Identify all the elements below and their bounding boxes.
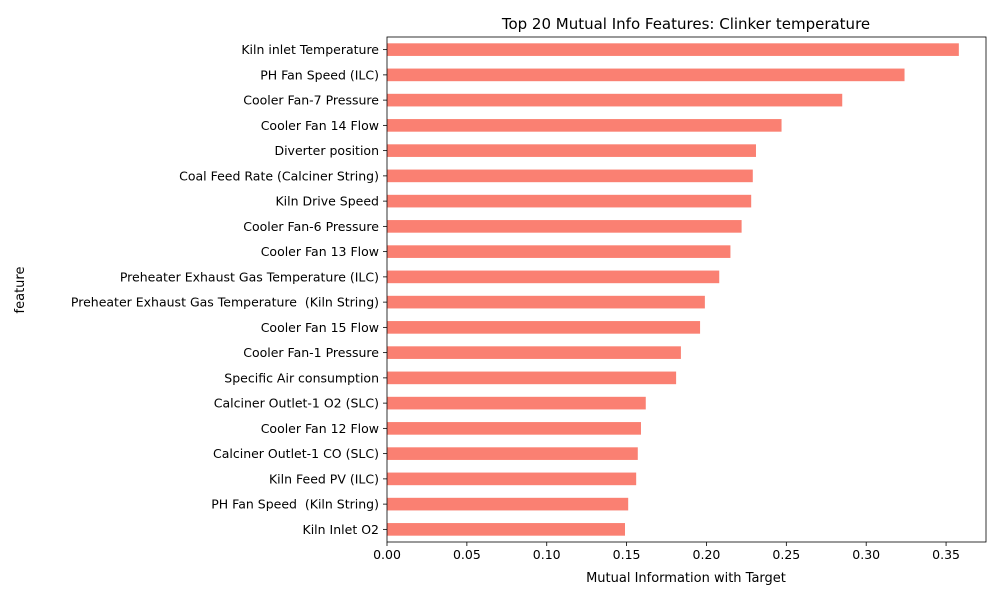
bar [387,497,629,511]
chart-title: Top 20 Mutual Info Features: Clinker tem… [501,15,870,33]
bar [387,371,677,385]
bar [387,93,843,107]
bar [387,119,782,132]
y-tick-label: Cooler Fan 15 Flow [261,320,379,335]
x-tick-label: 0.05 [453,547,481,562]
y-tick-label: Cooler Fan-7 Pressure [243,93,379,108]
bar [387,447,638,460]
x-tick-label: 0.25 [772,547,800,562]
x-tick-labels: 0.00 0.05 0.10 0.15 0.20 0.25 0.30 0.35 [373,542,960,562]
x-tick-label: 0.35 [932,547,960,562]
y-tick-label: Cooler Fan 12 Flow [261,421,379,436]
y-tick-label: Kiln Drive Speed [275,194,379,209]
bar [387,220,742,233]
y-tick-label: Cooler Fan 13 Flow [261,244,379,259]
y-tick-label: Calciner Outlet-1 CO (SLC) [213,446,379,461]
y-tick-label: Calciner Outlet-1 O2 (SLC) [214,396,379,411]
bar [387,396,646,410]
y-tick-label: Cooler Fan 14 Flow [261,118,379,133]
y-tick-label: Preheater Exhaust Gas Temperature (ILC) [120,269,379,284]
y-tick-label: Coal Feed Rate (Calciner String) [179,168,379,183]
bar [387,194,752,208]
y-tick-labels: Kiln inlet Temperature PH Fan Speed (ILC)… [71,42,387,537]
x-tick-label: 0.15 [613,547,641,562]
bar [387,43,959,56]
bar [387,295,705,309]
x-axis-label: Mutual Information with Target [586,571,786,586]
y-tick-label: Kiln inlet Temperature [241,42,379,57]
bar [387,68,905,82]
bar [387,523,626,536]
bar [387,321,701,334]
y-tick-label: Preheater Exhaust Gas Temperature (Kiln … [71,295,379,310]
bar [387,144,756,157]
x-tick-label: 0.30 [852,547,880,562]
x-tick-label: 0.10 [533,547,561,562]
y-tick-label: Diverter position [274,143,379,158]
bar [387,346,681,359]
x-tick-label: 0.00 [373,547,401,562]
bar [387,270,720,284]
plot-frame [386,36,987,543]
x-tick-label: 0.20 [693,547,721,562]
bar [387,472,637,486]
y-tick-label: Kiln Feed PV (ILC) [269,471,379,486]
bar [387,422,641,435]
y-tick-label: Cooler Fan-1 Pressure [243,345,379,360]
y-tick-label: Specific Air consumption [224,370,379,385]
bar [387,245,731,258]
y-tick-label: Cooler Fan-6 Pressure [243,219,379,234]
y-tick-label: Kiln Inlet O2 [303,522,379,537]
y-tick-label: PH Fan Speed (ILC) [260,67,379,82]
y-tick-label: PH Fan Speed (Kiln String) [211,497,379,512]
bar [387,169,753,183]
y-axis-label: feature [13,267,28,314]
bars-group [387,43,959,536]
